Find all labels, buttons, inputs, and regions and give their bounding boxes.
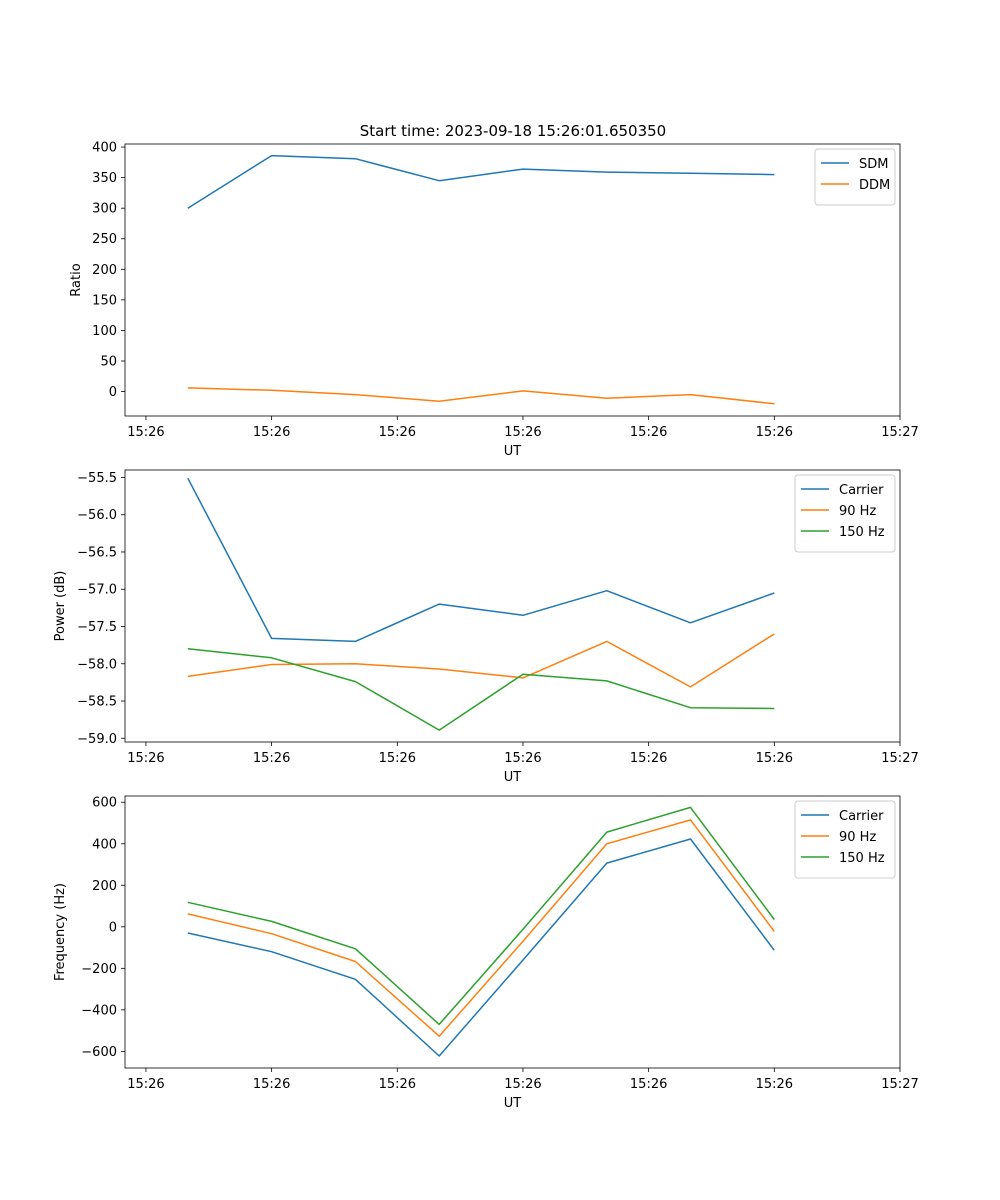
y-tick-label: 300 [92,202,117,217]
legend-label: Carrier [839,809,884,824]
legend-box [794,800,896,879]
x-tick-label: 15:26 [630,751,667,766]
x-tick-label: 15:26 [379,751,416,766]
legend-label: 150 Hz [839,525,885,540]
y-tick-label: −59.0 [77,732,117,747]
subplot-2: 15:26 15:26 15:26 15:26 15:26 15:26 15:27 −59.0… [53,469,919,785]
figure-title: Start time: 2023-09-18 15:26:01.650350 [360,122,666,140]
subplots: 15:26 15:26 15:26 15:26 15:26 15:26 15:27 0 50 10… [53,141,919,1111]
legend-label: Carrier [839,483,884,498]
y-tick-label: −600 [81,1045,117,1060]
series-line-150-hz [187,648,775,731]
y-tick-label: −58.5 [77,695,117,710]
y-tick-label: 50 [100,354,117,369]
y-tick-label: −200 [81,962,117,977]
series-line-150-hz [187,806,775,1026]
y-tick-label: 200 [92,263,117,278]
y-tick-label: 0 [109,385,117,400]
y-tick-label: 200 [92,879,117,894]
y-tick-label: 400 [92,141,117,156]
y-tick-label: 350 [92,171,117,186]
y-tick-label: 0 [109,920,117,935]
legend-box [794,474,896,553]
x-tick-label: 15:26 [253,425,290,440]
y-tick-label: 100 [92,324,117,339]
x-tick-label: 15:26 [253,751,290,766]
legend-label: 90 Hz [839,504,876,519]
legend: SDM DDM [814,148,896,206]
x-tick-label: 15:26 [504,751,541,766]
axes-frame [124,469,901,743]
y-tick-label: −56.0 [77,508,117,523]
y-tick-label: −56.5 [77,545,117,560]
x-tick-label: 15:26 [253,1077,290,1092]
x-tick-label: 15:26 [756,425,793,440]
series-line-ddm [187,387,775,405]
x-tick-label: 15:26 [127,1077,164,1092]
y-tick-label: 400 [92,837,117,852]
x-axis-label: UT [504,770,522,785]
subplot-1: 15:26 15:26 15:26 15:26 15:26 15:26 15:27 0 50 10… [69,141,919,459]
x-axis-label: UT [504,1096,522,1111]
legend: Carrier 90 Hz 150 Hz [794,474,896,553]
y-tick-label: −57.0 [77,583,117,598]
y-tick-label: −400 [81,1003,117,1018]
y-axis-label: Ratio [69,263,84,296]
legend-label: DDM [859,178,890,193]
x-tick-label: 15:26 [756,751,793,766]
legend-label: SDM [859,157,888,172]
x-tick-label: 15:26 [756,1077,793,1092]
axes-frame [124,143,901,417]
x-tick-label: 15:27 [881,425,918,440]
x-tick-label: 15:27 [881,1077,918,1092]
series-line-carrier [187,477,775,643]
y-tick-label: 150 [92,293,117,308]
x-tick-label: 15:26 [127,751,164,766]
legend-label: 90 Hz [839,830,876,845]
x-tick-label: 15:27 [881,751,918,766]
x-tick-label: 15:26 [127,425,164,440]
legend-label: 150 Hz [839,851,885,866]
y-tick-label: −55.5 [77,471,117,486]
y-tick-label: 250 [92,232,117,247]
series-line-90-hz [187,633,775,688]
y-tick-label: −57.5 [77,620,117,635]
x-tick-label: 15:26 [630,1077,667,1092]
subplot-3: 15:26 15:26 15:26 15:26 15:26 15:26 15:27 −600 −… [53,795,919,1111]
y-tick-label: 600 [92,796,117,811]
axes-frame [124,795,901,1069]
x-tick-label: 15:26 [504,425,541,440]
series-line-sdm [187,154,775,209]
y-axis-label: Frequency (Hz) [53,883,68,981]
series-line-90-hz [187,819,775,1037]
legend: Carrier 90 Hz 150 Hz [794,800,896,879]
x-tick-label: 15:26 [379,1077,416,1092]
y-axis-label: Power (dB) [53,571,68,642]
series-line-carrier [187,838,775,1057]
x-axis-label: UT [504,444,522,459]
x-tick-label: 15:26 [504,1077,541,1092]
x-tick-label: 15:26 [630,425,667,440]
x-tick-label: 15:26 [379,425,416,440]
y-tick-label: −58.0 [77,657,117,672]
